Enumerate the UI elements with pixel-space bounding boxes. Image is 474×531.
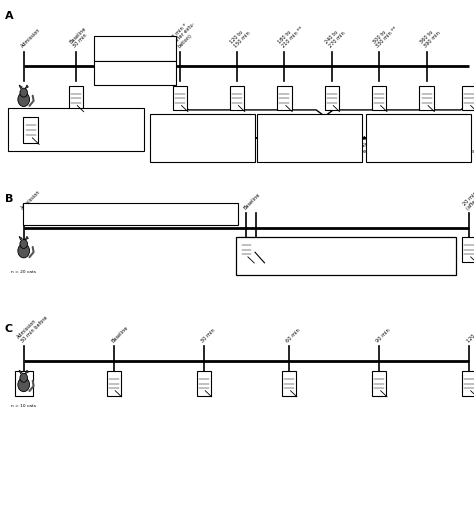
- Text: 90 min: 90 min: [376, 328, 392, 344]
- Text: 300 to
330 min **: 300 to 330 min **: [372, 22, 399, 49]
- Text: 120 to
150 min: 120 to 150 min: [229, 27, 252, 49]
- FancyBboxPatch shape: [94, 36, 176, 61]
- Text: Table SI: Table SI: [123, 46, 147, 51]
- FancyBboxPatch shape: [69, 86, 83, 110]
- Text: Admission: Admission: [20, 189, 42, 211]
- FancyBboxPatch shape: [419, 86, 434, 110]
- FancyBboxPatch shape: [325, 86, 339, 110]
- Text: UFEPS: UFEPS: [55, 126, 70, 131]
- Text: B: B: [5, 194, 13, 204]
- FancyBboxPatch shape: [462, 86, 474, 110]
- Text: 60 min *
(after extu-
bation): 60 min * (after extu- bation): [169, 18, 200, 49]
- FancyBboxPatch shape: [150, 114, 255, 162]
- Text: Glasgow CMPS-Feline: Glasgow CMPS-Feline: [55, 140, 107, 145]
- FancyBboxPatch shape: [107, 371, 121, 396]
- FancyBboxPatch shape: [257, 114, 362, 162]
- Polygon shape: [19, 370, 22, 374]
- Polygon shape: [19, 85, 22, 89]
- Text: Clinical assesment: Clinical assesment: [101, 211, 160, 217]
- Polygon shape: [25, 236, 28, 240]
- Text: Baseline: Baseline: [110, 325, 129, 344]
- Text: 180 to
210 min **: 180 to 210 min **: [277, 22, 304, 49]
- Text: Methadone
(0.1 or 0.2 mg/kg, IM)¹
+
Ketamine
(1 mg/kg, IM): Methadone (0.1 or 0.2 mg/kg, IM)¹ + Keta…: [394, 125, 442, 148]
- Text: A: A: [5, 11, 13, 21]
- Ellipse shape: [20, 88, 27, 97]
- Text: Pain Assessment: Pain Assessment: [55, 113, 105, 117]
- Text: Baseline: Baseline: [243, 192, 262, 211]
- Text: n = 20 cats: n = 20 cats: [11, 118, 36, 123]
- Text: Methadone (0.1 - 0.2 mg/kg IM or IV)¹
or
Nalbuphine (0.5 mg/kg  IM or IV)²: Methadone (0.1 - 0.2 mg/kg IM or IV)¹ or…: [302, 249, 390, 267]
- Text: 360 to
390 min: 360 to 390 min: [419, 27, 441, 49]
- Text: NS, SDS and VAS: NS, SDS and VAS: [55, 119, 96, 124]
- Ellipse shape: [18, 92, 29, 107]
- Text: n = 10 cats: n = 10 cats: [11, 404, 36, 408]
- FancyBboxPatch shape: [462, 371, 474, 396]
- FancyBboxPatch shape: [239, 237, 254, 262]
- Ellipse shape: [18, 244, 29, 258]
- Text: Admission: Admission: [20, 27, 42, 49]
- Ellipse shape: [20, 239, 27, 249]
- FancyBboxPatch shape: [372, 371, 386, 396]
- FancyBboxPatch shape: [366, 114, 471, 162]
- FancyBboxPatch shape: [23, 203, 238, 225]
- Text: 120 min: 120 min: [466, 326, 474, 344]
- Text: 20 min
(after analgesia): 20 min (after analgesia): [462, 174, 474, 211]
- FancyBboxPatch shape: [23, 117, 38, 143]
- FancyBboxPatch shape: [173, 86, 187, 110]
- FancyBboxPatch shape: [197, 371, 211, 396]
- FancyBboxPatch shape: [372, 86, 386, 110]
- Text: 2nd Rescue Analgesia: 2nd Rescue Analgesia: [278, 117, 340, 122]
- Polygon shape: [25, 85, 28, 89]
- Text: 3rd Rescue Analgesia: 3rd Rescue Analgesia: [388, 117, 449, 122]
- Ellipse shape: [18, 378, 29, 392]
- FancyBboxPatch shape: [277, 86, 292, 110]
- FancyBboxPatch shape: [15, 371, 33, 396]
- FancyBboxPatch shape: [230, 86, 244, 110]
- Text: 30 min: 30 min: [201, 328, 216, 344]
- Text: C: C: [5, 324, 13, 334]
- FancyBboxPatch shape: [462, 237, 474, 262]
- Text: Baseline
30 min: Baseline 30 min: [68, 27, 91, 49]
- FancyBboxPatch shape: [8, 108, 144, 151]
- Text: Surgery: Surgery: [123, 71, 147, 76]
- Text: UFEPS-SF: UFEPS-SF: [55, 133, 78, 138]
- Text: 60 min: 60 min: [286, 328, 301, 344]
- Text: Dipyrone
(12,5 mg/kg, IV)²
or Methadone
0.2 mg/kg, IV  or  IM)¹: Dipyrone (12,5 mg/kg, IV)² or Methadone …: [286, 125, 333, 143]
- FancyBboxPatch shape: [282, 371, 296, 396]
- Ellipse shape: [20, 373, 27, 382]
- Text: n = 20 cats: n = 20 cats: [11, 270, 36, 274]
- FancyBboxPatch shape: [236, 237, 456, 275]
- Polygon shape: [19, 236, 22, 240]
- Text: Methadone
(0.2 mg/kg, IV  or  IM)¹
or
Dipyrone
(12,5 mg/kg, IV)²: Methadone (0.2 mg/kg, IV or IM)¹ or Dipy…: [179, 125, 227, 148]
- Polygon shape: [25, 370, 28, 374]
- Text: 240 to
270 min: 240 to 270 min: [324, 27, 346, 49]
- Text: Rescue Analgesia criteria:
UFEPS-SF ≥ 4/12 or
Clinical evaluation (even if UFEPS: Rescue Analgesia criteria: UFEPS-SF ≥ 4/…: [344, 136, 474, 155]
- Text: 1st Rescue Analgesia: 1st Rescue Analgesia: [173, 117, 233, 122]
- Text: Rescue Analgesia: Rescue Analgesia: [320, 241, 372, 246]
- Text: Admission
30 min before: Admission 30 min before: [16, 311, 49, 344]
- FancyBboxPatch shape: [94, 61, 176, 85]
